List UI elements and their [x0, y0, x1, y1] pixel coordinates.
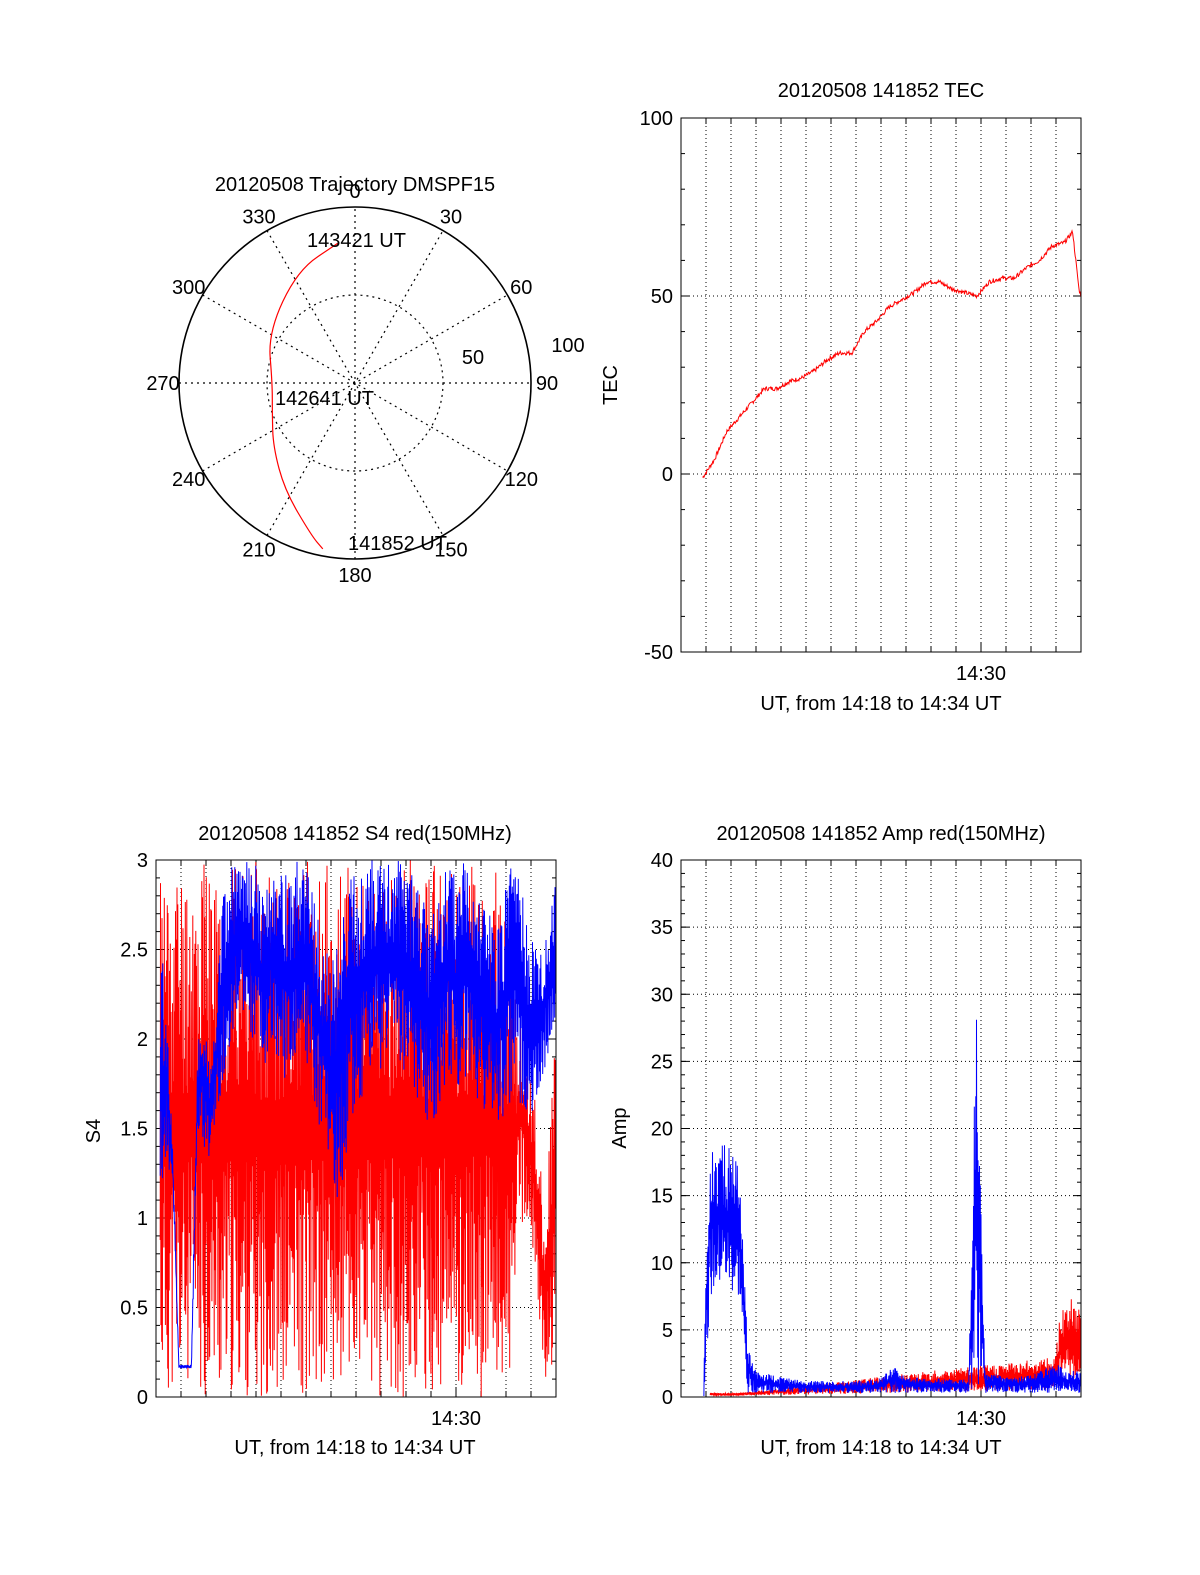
s4-tick-labels: 0 0.5 1 1.5 2 2.5 3 14:30: [120, 850, 481, 1430]
amp-panel: 20120508 141852 Amp red(150MHz) 0 5 10 15 20…: [609, 823, 1082, 1459]
trajectory-annotation-start: 141852 UT: [348, 533, 447, 555]
radius-label-100: 100: [551, 335, 584, 357]
azimuth-label-240: 240: [172, 469, 205, 491]
y-tick-label: 15: [651, 1186, 673, 1208]
amp-series: [703, 1019, 1082, 1398]
amp-plot-frame: [680, 859, 1082, 1398]
tec-title: 20120508 141852 TEC: [778, 80, 984, 102]
y-tick-label: 25: [651, 1051, 673, 1073]
y-tick-label: 10: [651, 1253, 673, 1275]
y-tick-label: 40: [651, 850, 673, 872]
amp-xlabel: UT, from 14:18 to 14:34 UT: [760, 1437, 1001, 1459]
azimuth-label-270: 270: [146, 373, 179, 395]
azimuth-label-300: 300: [172, 277, 205, 299]
y-tick-label: 1.5: [120, 1119, 148, 1141]
polar-title: 20120508 Trajectory DMSPF15: [215, 174, 495, 196]
azimuth-label-120: 120: [505, 469, 538, 491]
y-tick-label: 20: [651, 1119, 673, 1141]
azimuth-label-150: 150: [434, 539, 467, 561]
tec-plot-frame: [680, 117, 1082, 653]
s4-xlabel: UT, from 14:18 to 14:34 UT: [234, 1437, 475, 1459]
y-tick-label: 5: [662, 1320, 673, 1342]
y-tick-label: 100: [640, 108, 673, 130]
radius-label-50: 50: [462, 347, 484, 369]
polar-grid: [178, 206, 532, 560]
x-tick-label: 14:30: [956, 1408, 1006, 1430]
trajectory-annotation-end: 143421 UT: [307, 230, 406, 252]
azimuth-label-210: 210: [242, 539, 275, 561]
azimuth-label-330: 330: [242, 207, 275, 229]
polar-trajectory-panel: 20120508 Trajectory DMSPF15 0 30 60 90 120 15…: [146, 174, 584, 587]
polar-tick-labels: 0 30 60 90 120 150 180 210 240 270 300 330 50 100: [146, 181, 584, 587]
amp-title: 20120508 141852 Amp red(150MHz): [716, 823, 1045, 845]
y-tick-label: 1: [137, 1208, 148, 1230]
azimuth-label-90: 90: [536, 373, 558, 395]
tec-line: [702, 229, 1082, 479]
s4-plot-frame: [155, 859, 557, 1398]
y-tick-label: 2: [137, 1029, 148, 1051]
y-tick-label: 30: [651, 984, 673, 1006]
y-tick-label: 0: [662, 464, 673, 486]
tec-ylabel: TEC: [600, 365, 622, 405]
tec-grid: [681, 117, 1081, 653]
s4-title: 20120508 141852 S4 red(150MHz): [198, 823, 512, 845]
series-blue: [703, 1019, 1082, 1397]
y-tick-label: 35: [651, 917, 673, 939]
y-tick-label: -50: [644, 642, 673, 664]
tec-tick-labels: -50 0 50 100 14:30: [640, 108, 1006, 685]
y-tick-label: 0: [137, 1387, 148, 1409]
y-tick-label: 50: [651, 286, 673, 308]
tec-series: [702, 229, 1082, 479]
tec-xlabel: UT, from 14:18 to 14:34 UT: [760, 693, 1001, 715]
y-tick-label: 0.5: [120, 1298, 148, 1320]
trajectory-annotation-mid: 142641 UT: [275, 388, 374, 410]
azimuth-label-60: 60: [510, 277, 532, 299]
tec-panel: 20120508 141852 TEC -50 0 50 100 14:30 UT, f…: [600, 80, 1082, 715]
azimuth-label-30: 30: [440, 207, 462, 229]
y-tick-label: 2.5: [120, 940, 148, 962]
s4-ylabel: S4: [83, 1119, 105, 1143]
azimuth-label-0: 0: [349, 181, 360, 203]
x-tick-label: 14:30: [431, 1408, 481, 1430]
trajectory-line: [269, 242, 339, 550]
s4-series: [159, 860, 557, 1397]
y-tick-label: 0: [662, 1387, 673, 1409]
azimuth-label-180: 180: [338, 565, 371, 587]
y-tick-label: 3: [137, 850, 148, 872]
amp-tick-labels: 0 5 10 15 20 25 30 35 40 14:30: [651, 850, 1006, 1430]
s4-panel: 20120508 141852 S4 red(150MHz) 0 0.5 1 1.5 2…: [83, 823, 557, 1459]
polar-spoke: [266, 230, 444, 536]
series-blue: [159, 860, 557, 1370]
amp-ylabel: Amp: [609, 1107, 631, 1148]
x-tick-label: 14:30: [956, 663, 1006, 685]
amp-grid: [681, 859, 1081, 1398]
